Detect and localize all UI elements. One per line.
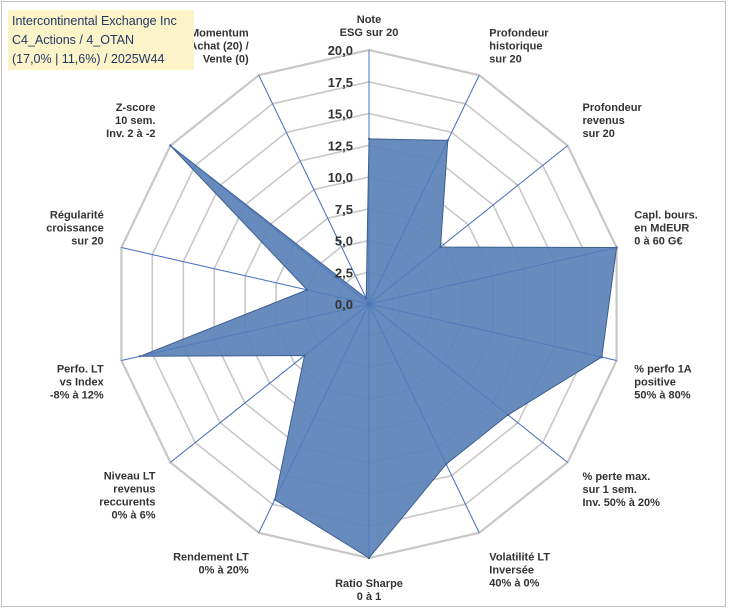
axis-label-line: Inversée — [489, 565, 534, 577]
chart-title-box: Intercontinental Exchange Inc C4_Actions… — [8, 10, 194, 70]
axis-label-line: Capl. bours. — [634, 209, 698, 221]
axis-label: % perte max. sur 1 sem. Inv. 50% à 20% — [583, 471, 661, 509]
axis-label-line: vs Index — [60, 377, 105, 389]
axis-label-line: % perte max. — [583, 471, 651, 483]
tick-label: 5,0 — [335, 234, 353, 249]
axis-label: Régularité croissance sur 20 — [46, 209, 103, 247]
tick-label-layer: 0,0 2,5 5,0 7,5 10,0 12,5 15,0 17,5 20,0 — [328, 43, 353, 312]
axis-label-line: Inv. 50% à 20% — [583, 497, 661, 509]
axis-label-line: Niveau LT — [104, 471, 156, 483]
axis-label: Niveau LT revenus reccurents 0% à 6% — [99, 471, 156, 522]
axis-label-line: croissance — [46, 222, 103, 234]
axis-spoke-overlay — [170, 145, 370, 305]
axis-label: Perfo. LT vs Index -8% à 12% — [50, 364, 105, 402]
title-line-3: (17,0% | 11,6%) / 2025W44 — [12, 52, 165, 66]
axis-label-line: revenus — [113, 484, 155, 496]
axis-label-line: positive — [634, 377, 676, 389]
axis-label: Momentum Achat (20) / Vente (0) — [189, 28, 249, 66]
axis-label-line: 0 à 1 — [357, 591, 381, 603]
axis-label-line: Perfo. LT — [57, 364, 104, 376]
axis-label-line: Achat (20) / — [189, 41, 248, 53]
axis-label-line: Note — [357, 14, 381, 26]
axis-label: Rendement LT 0% à 20% — [173, 552, 249, 577]
axis-label-line: Inv. 2 à -2 — [106, 128, 155, 140]
series-layer — [121, 50, 618, 560]
axis-label-line: 0% à 6% — [111, 510, 155, 522]
axis-label-line: Momentum — [190, 28, 249, 40]
axis-label: Ratio Sharpe 0 à 1 — [335, 578, 403, 603]
axis-label: % perfo 1A positive 50% à 80% — [634, 364, 692, 402]
axis-label-line: sur 20 — [583, 128, 615, 140]
tick-label: 17,5 — [328, 75, 353, 90]
axis-label: Volatilité LT Inversée 40% à 0% — [489, 552, 550, 590]
axis-spoke-overlay — [368, 303, 568, 463]
axis-label: Profondeur historique sur 20 — [489, 28, 549, 66]
axis-label-line: Rendement LT — [173, 552, 249, 564]
axis-label-layer: Note ESG sur 20 Profondeur historique sur 20… — [46, 14, 698, 603]
title-line-2: C4_Actions / 4_OTAN — [12, 33, 135, 47]
axis-label: Z-score 10 sem. Inv. 2 à -2 — [106, 102, 155, 140]
axis-spoke-overlay — [368, 75, 480, 305]
axis-label-line: revenus — [583, 115, 625, 127]
axis-spoke-overlay — [368, 303, 617, 361]
axis-label-line: 0% à 20% — [199, 565, 249, 577]
axis-label-line: Volatilité LT — [489, 552, 550, 564]
tick-label: 7,5 — [335, 202, 353, 217]
axis-label: Note ESG sur 20 — [340, 14, 399, 39]
axis-spoke-overlay — [368, 303, 480, 533]
axis-spoke-overlay — [121, 303, 370, 361]
title-line-1: Intercontinental Exchange Inc — [12, 14, 177, 28]
axis-label-line: Ratio Sharpe — [335, 578, 403, 590]
axis-label-line: Profondeur — [583, 102, 643, 114]
axis-spoke-overlay — [170, 303, 370, 463]
tick-label: 0,0 — [335, 297, 353, 312]
axis-label-line: sur 20 — [71, 235, 103, 247]
axis-label-line: 10 sem. — [115, 115, 155, 127]
axis-label-line: 0 à 60 G€ — [634, 235, 682, 247]
tick-label: 15,0 — [328, 107, 353, 122]
axis-label-line: 50% à 80% — [634, 390, 690, 402]
axis-label-line: en MdEUR — [634, 222, 689, 234]
axis-label-line: Vente (0) — [203, 54, 249, 66]
axis-label-line: Z-score — [116, 102, 156, 114]
axis-label-line: ESG sur 20 — [340, 27, 399, 39]
axis-label-line: % perfo 1A — [634, 364, 692, 376]
axis-label: Profondeur revenus sur 20 — [583, 102, 643, 140]
axis-label-line: reccurents — [99, 497, 155, 509]
axis-spoke-overlay — [121, 247, 370, 305]
axis-spoke-overlay — [368, 247, 617, 305]
axis-label-line: Régularité — [50, 209, 104, 221]
axis-spoke-overlay — [258, 75, 370, 305]
axis-label-line: 40% à 0% — [489, 578, 539, 590]
tick-label: 12,5 — [328, 138, 353, 153]
tick-label: 10,0 — [328, 170, 353, 185]
axis-label-line: -8% à 12% — [50, 390, 104, 402]
axis-label-line: sur 1 sem. — [583, 484, 637, 496]
axis-label-line: sur 20 — [489, 54, 521, 66]
axis-label-line: Profondeur — [489, 28, 549, 40]
axis-label-line: historique — [489, 41, 542, 53]
axis-spoke-overlay — [258, 303, 370, 533]
tick-label: 2,5 — [335, 265, 353, 280]
axis-label: Capl. bours. en MdEUR 0 à 60 G€ — [634, 209, 698, 247]
axis-spoke-overlay — [368, 145, 568, 305]
tick-label: 20,0 — [328, 43, 353, 58]
